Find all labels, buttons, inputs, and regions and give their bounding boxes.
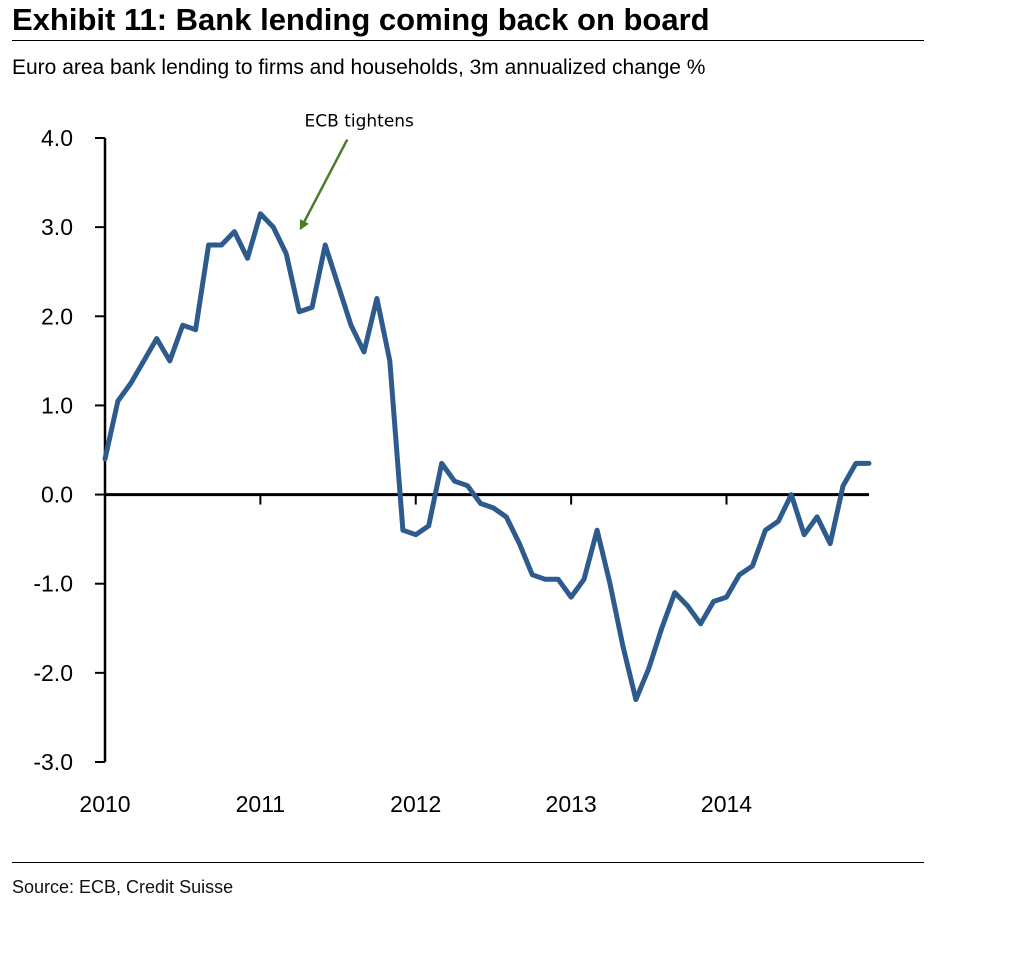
series-line bbox=[102, 211, 872, 703]
y-tick-label: 4.0 bbox=[41, 125, 73, 151]
x-tick-label: 2011 bbox=[236, 791, 285, 817]
annotation-label: ECB tightens bbox=[305, 112, 415, 132]
x-tick-label: 2010 bbox=[79, 791, 130, 817]
source-note: Source: ECB, Credit Suisse bbox=[12, 877, 234, 897]
annotation-arrow bbox=[299, 139, 349, 231]
x-tick-label: 2014 bbox=[701, 791, 752, 817]
footer-divider bbox=[12, 862, 924, 863]
y-tick-label: -3.0 bbox=[33, 749, 73, 775]
y-tick-label: 1.0 bbox=[41, 392, 73, 418]
chart-subtitle: Euro area bank lending to firms and hous… bbox=[12, 56, 706, 79]
y-tick-label: 0.0 bbox=[41, 482, 73, 508]
y-tick-label: -1.0 bbox=[33, 571, 73, 597]
y-tick-label: 3.0 bbox=[41, 214, 73, 240]
x-tick-label: 2012 bbox=[390, 791, 441, 817]
y-tick-label: -2.0 bbox=[33, 660, 73, 686]
chart-title: Exhibit 11: Bank lending coming back on … bbox=[12, 2, 710, 37]
title-divider bbox=[12, 40, 924, 41]
y-tick-label: 2.0 bbox=[41, 303, 73, 329]
x-tick-label: 2013 bbox=[546, 791, 597, 817]
